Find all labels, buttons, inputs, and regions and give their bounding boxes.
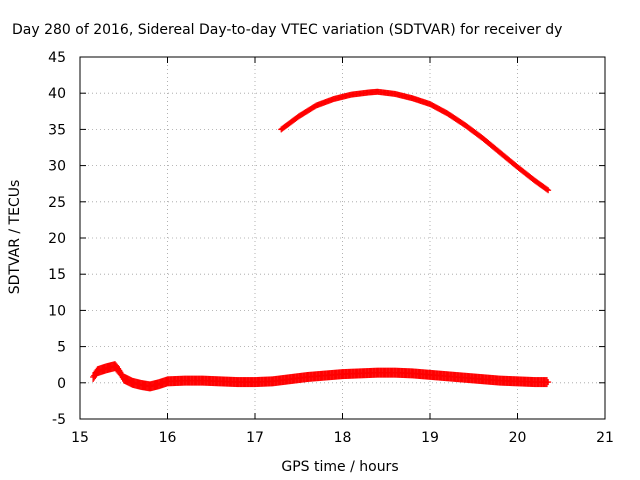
- grid: [80, 57, 605, 419]
- x-tick-label: 21: [596, 430, 614, 446]
- y-axis-label: SDTVAR / TECUs: [7, 180, 23, 295]
- series-low-track: [90, 361, 552, 392]
- x-tick-label: 16: [159, 430, 177, 446]
- y-tick-labels: -5 0 5 10 15 20 25 30 35 40 45: [48, 50, 66, 428]
- x-tick-label: 19: [421, 430, 439, 446]
- x-axis-label: GPS time / hours: [281, 459, 398, 475]
- x-tick-label: 18: [334, 430, 352, 446]
- chart-title: Day 280 of 2016, Sidereal Day-to-day VTE…: [12, 22, 562, 38]
- y-tick-label: 5: [57, 340, 66, 356]
- x-tick-label: 15: [71, 430, 89, 446]
- x-tick-label: 20: [509, 430, 527, 446]
- y-tick-label: 40: [48, 86, 66, 102]
- y-tick-label: 15: [48, 267, 66, 283]
- series-high-track: [278, 88, 552, 194]
- x-tick-label: 17: [246, 430, 264, 446]
- y-tick-label: -5: [52, 412, 66, 428]
- y-tick-label: 20: [48, 231, 66, 247]
- y-tick-label: 10: [48, 303, 66, 319]
- y-tick-label: 25: [48, 195, 66, 211]
- y-tick-label: 35: [48, 122, 66, 138]
- y-tick-label: 0: [57, 376, 66, 392]
- y-tick-label: 45: [48, 50, 66, 66]
- plot-frame: [79, 56, 606, 420]
- y-tick-label: 30: [48, 159, 66, 175]
- data-points: [90, 88, 552, 392]
- x-tick-labels: 15 16 17 18 19 20 21: [71, 430, 614, 446]
